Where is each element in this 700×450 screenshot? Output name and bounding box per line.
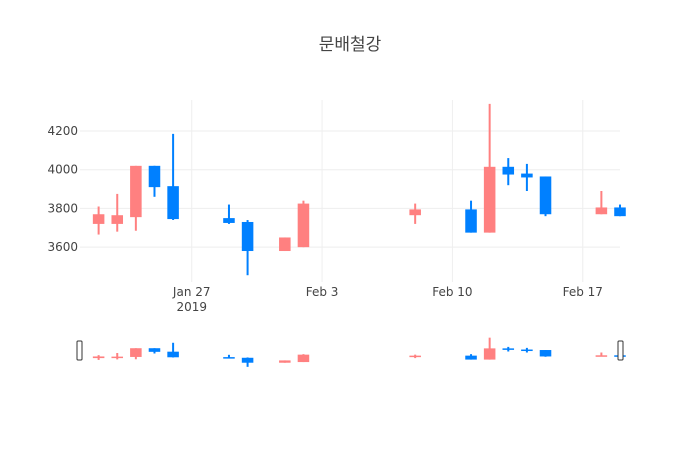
y-tick-label: 3600 (47, 240, 78, 254)
candle-body (148, 348, 161, 352)
y-tick-label: 4200 (47, 124, 78, 138)
x-tick-label: Jan 27 (172, 285, 211, 299)
candle-body (465, 355, 477, 360)
slider-candle (521, 347, 533, 353)
candle-body (409, 209, 421, 216)
slider-candle (223, 354, 235, 359)
x-tick-label: Feb 3 (306, 285, 339, 299)
candle (279, 237, 291, 252)
candle (223, 204, 235, 224)
slider-candle (297, 354, 310, 363)
candle-body (595, 355, 608, 357)
candle-body (521, 349, 533, 352)
candle (614, 204, 626, 217)
candle (167, 133, 179, 221)
candle (539, 176, 552, 217)
candle-body (539, 176, 552, 215)
candle-body (92, 356, 105, 359)
range-slider-background (80, 335, 620, 370)
candle-body (148, 165, 161, 188)
candle (130, 165, 142, 231)
y-tick-label: 3800 (47, 201, 78, 215)
candle-body (223, 218, 235, 223)
slider-candle (111, 352, 124, 360)
range-slider-right-handle[interactable] (617, 340, 624, 361)
candle-body (130, 348, 142, 357)
candle-body (241, 221, 254, 252)
candle-body (167, 351, 179, 358)
slider-candle (595, 352, 608, 357)
slider-candle (130, 348, 142, 360)
range-slider-left-handle[interactable] (76, 340, 83, 361)
candle-body (539, 350, 552, 357)
candle (92, 206, 105, 235)
slider-candle (241, 357, 254, 367)
gridlines (80, 100, 620, 282)
x-tick-year-label: 2019 (176, 300, 207, 314)
candle-body (483, 166, 496, 233)
candle-body (92, 214, 105, 224)
candle-body (167, 186, 179, 220)
x-tick-label: Feb 10 (432, 285, 472, 299)
candle-body (409, 355, 421, 358)
candle (595, 191, 608, 215)
slider-candle (148, 348, 161, 354)
candle (241, 220, 254, 276)
y-axis-ticks: 3600 3800 4000 4200 (47, 124, 78, 254)
y-tick-label: 4000 (47, 163, 78, 177)
candle-body (279, 237, 291, 252)
candle-body (130, 165, 142, 218)
candle-body (111, 356, 124, 359)
candle-body (465, 209, 477, 233)
slider-candle (483, 337, 496, 360)
candle (521, 163, 533, 191)
candle-body (614, 207, 626, 217)
candle-body (595, 207, 608, 215)
slider-candle (409, 354, 421, 359)
slider-candle (167, 342, 179, 358)
main-candles (92, 103, 626, 276)
candle (483, 103, 496, 233)
candle-body (502, 166, 515, 175)
candle-body (241, 357, 254, 363)
candle-body (279, 360, 291, 363)
candle (409, 203, 421, 224)
candle-body (521, 173, 533, 178)
candle (297, 200, 310, 248)
slider-candle (465, 354, 477, 360)
candle-body (223, 357, 235, 359)
range-slider[interactable] (76, 335, 626, 370)
candle (111, 193, 124, 232)
slider-candle (279, 360, 291, 363)
slider-candle (92, 355, 105, 360)
candle (502, 158, 515, 186)
x-tick-label: Feb 17 (563, 285, 603, 299)
chart-title: 문배철강 (319, 35, 382, 55)
candle (465, 200, 477, 233)
slider-candle (539, 350, 552, 357)
candle-body (111, 215, 124, 224)
candle-body (297, 203, 310, 248)
slider-candle (502, 346, 515, 352)
candle (148, 165, 161, 197)
candle-body (502, 348, 515, 350)
candle-body (297, 354, 310, 363)
candle-body (483, 348, 496, 360)
